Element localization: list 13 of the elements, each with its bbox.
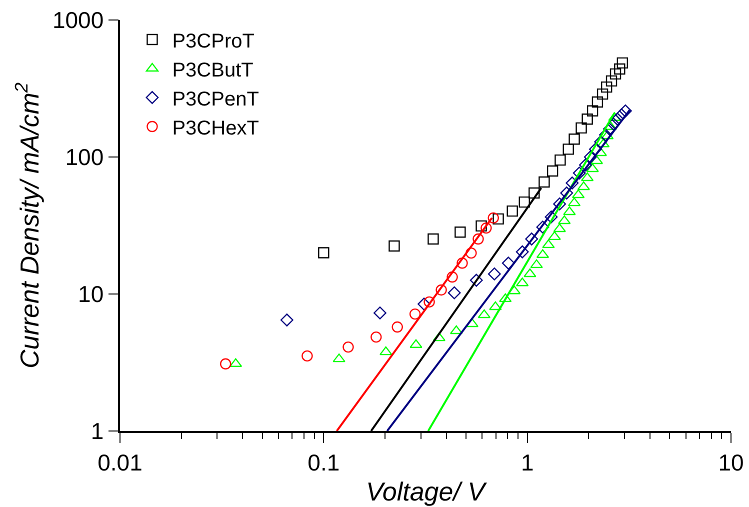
legend-label: P3CProT (172, 30, 254, 52)
y-tick-label: 1000 (52, 7, 104, 34)
x-tick-label: 0.01 (98, 449, 142, 476)
x-tick-label: 1 (520, 449, 534, 476)
x-tick-label: 0.1 (308, 449, 340, 476)
y-tick-label: 10 (78, 281, 104, 308)
x-axis-title: Voltage/ V (366, 476, 488, 507)
y-tick-label: 100 (65, 144, 104, 170)
legend-label: P3CButT (172, 59, 254, 82)
legend-label: P3CPenT (172, 88, 259, 110)
y-tick-label: 1 (90, 418, 104, 444)
x-tick-label: 10 (718, 449, 744, 476)
legend-label: P3CHexT (172, 117, 259, 140)
